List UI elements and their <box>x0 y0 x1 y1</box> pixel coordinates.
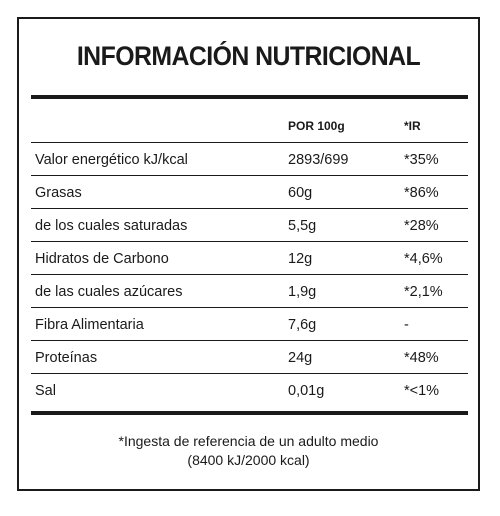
table-row: Grasas 60g *86% <box>31 176 468 209</box>
table-row: Proteínas 24g *48% <box>31 341 468 374</box>
row-per100: 1,9g <box>288 284 317 300</box>
row-label: de las cuales azúcares <box>35 284 183 300</box>
table-row: de los cuales saturadas 5,5g *28% <box>31 209 468 242</box>
row-ir: *28% <box>404 218 439 234</box>
row-label: Grasas <box>35 185 82 201</box>
row-per100: 12g <box>288 251 313 267</box>
panel-title: INFORMACIÓN NUTRICIONAL <box>76 41 421 71</box>
row-ir: *86% <box>404 185 439 201</box>
row-per100: 2893/699 <box>288 152 349 168</box>
row-label: Sal <box>35 383 56 399</box>
table-row: Fibra Alimentaria 7,6g - <box>31 308 468 341</box>
row-per100: 24g <box>288 350 313 366</box>
thick-divider <box>31 95 468 99</box>
row-ir: *4,6% <box>404 251 443 267</box>
row-per100: 7,6g <box>288 317 317 333</box>
header-divider <box>31 142 468 143</box>
row-ir: *35% <box>404 152 439 168</box>
row-ir: *2,1% <box>404 284 443 300</box>
footnote: *Ingesta de referencia de un adulto medi… <box>19 432 478 470</box>
row-per100: 0,01g <box>288 383 325 399</box>
row-label: Proteínas <box>35 350 98 366</box>
row-per100: 60g <box>288 185 313 201</box>
bottom-divider <box>31 411 468 415</box>
nutrition-panel: INFORMACIÓN NUTRICIONAL POR 100g *IR Val… <box>17 17 480 491</box>
footnote-line-1: *Ingesta de referencia de un adulto medi… <box>118 433 379 449</box>
table-header: POR 100g *IR <box>31 115 468 137</box>
nutrition-table: Valor energético kJ/kcal 2893/699 *35% G… <box>31 143 468 406</box>
row-per100: 5,5g <box>288 218 317 234</box>
row-label: Fibra Alimentaria <box>35 317 144 333</box>
header-ir: *IR <box>404 119 421 133</box>
table-row: Hidratos de Carbono 12g *4,6% <box>31 242 468 275</box>
row-label: Valor energético kJ/kcal <box>35 152 188 168</box>
table-row: Sal 0,01g *<1% <box>31 374 468 406</box>
footnote-line-2: (8400 kJ/2000 kcal) <box>187 452 310 468</box>
row-label: Hidratos de Carbono <box>35 251 169 267</box>
row-label: de los cuales saturadas <box>35 218 188 234</box>
row-ir: - <box>404 317 409 333</box>
header-per100: POR 100g <box>288 119 345 133</box>
table-row: Valor energético kJ/kcal 2893/699 *35% <box>31 143 468 176</box>
row-ir: *<1% <box>404 383 440 399</box>
table-row: de las cuales azúcares 1,9g *2,1% <box>31 275 468 308</box>
row-ir: *48% <box>404 350 439 366</box>
